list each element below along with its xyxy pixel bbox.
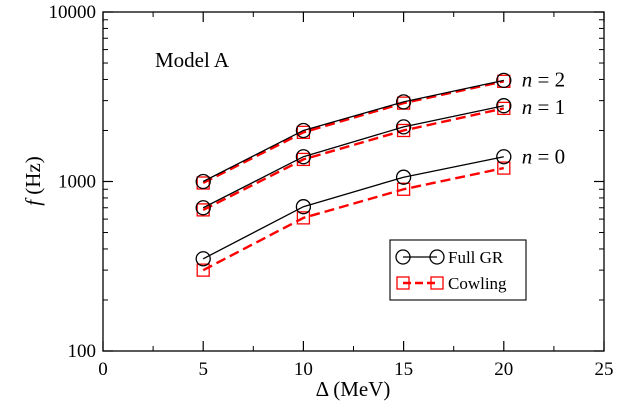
series-line xyxy=(202,105,504,209)
x-tick-label: 10 xyxy=(294,359,313,380)
data-point xyxy=(395,169,412,185)
x-tick-label: 20 xyxy=(494,359,513,380)
legend-marker xyxy=(396,276,410,290)
mode-label: n = 2 xyxy=(522,67,565,91)
data-point xyxy=(195,173,211,190)
data-point xyxy=(395,94,412,110)
data-point xyxy=(497,161,511,175)
data-point xyxy=(295,149,312,165)
mode-label-value: = 2 xyxy=(532,67,565,91)
model-annotation: Model A xyxy=(155,48,230,72)
mode-label-symbol: n xyxy=(522,67,533,91)
mode-labels: n = 2n = 1n = 0 xyxy=(522,67,565,168)
data-point xyxy=(296,211,311,225)
x-tick-label: 0 xyxy=(98,359,108,380)
legend: Full GR Cowling xyxy=(389,239,527,301)
y-axis-label: f (Hz) xyxy=(21,156,45,206)
legend-marker xyxy=(430,276,444,290)
legend-box xyxy=(389,239,527,301)
legend-marker xyxy=(395,249,411,265)
mode-label-value: = 1 xyxy=(532,95,565,119)
mode-label-symbol: n xyxy=(522,145,533,169)
x-tick-label: 15 xyxy=(394,359,413,380)
mode-label-value: = 0 xyxy=(532,145,565,169)
axis-ticks: 0 5 10 15 20 25 100 1000 10000 xyxy=(49,2,614,380)
legend-marker xyxy=(429,249,445,265)
y-tick-label: 10000 xyxy=(49,2,97,23)
y-axis-label-symbol: f xyxy=(21,197,45,206)
x-tick-label: 25 xyxy=(595,359,614,380)
series-layer xyxy=(195,72,512,277)
data-point xyxy=(195,251,211,267)
data-point xyxy=(295,122,312,139)
mode-label-symbol: n xyxy=(522,95,533,119)
data-point xyxy=(396,182,411,196)
y-tick-label: 1000 xyxy=(58,172,96,193)
mode-label: n = 1 xyxy=(522,95,565,119)
series-line xyxy=(202,156,504,260)
mode-label: n = 0 xyxy=(522,145,565,169)
data-point xyxy=(395,119,412,135)
series-line xyxy=(202,79,504,183)
legend-label: Full GR xyxy=(448,248,504,267)
series-line xyxy=(202,80,505,185)
data-point xyxy=(196,263,210,277)
data-point xyxy=(196,203,210,217)
y-axis-label-unit: (Hz) xyxy=(21,156,45,200)
series-line xyxy=(202,166,505,272)
data-point xyxy=(295,199,312,215)
x-axis-label: Δ (MeV) xyxy=(316,377,391,401)
data-point xyxy=(296,125,311,139)
data-point xyxy=(496,98,512,114)
data-point xyxy=(496,72,512,89)
x-tick-label: 5 xyxy=(198,359,208,380)
data-point xyxy=(195,200,211,216)
legend-label: Cowling xyxy=(448,274,507,293)
y-tick-label: 100 xyxy=(68,341,97,362)
data-point xyxy=(496,149,512,165)
